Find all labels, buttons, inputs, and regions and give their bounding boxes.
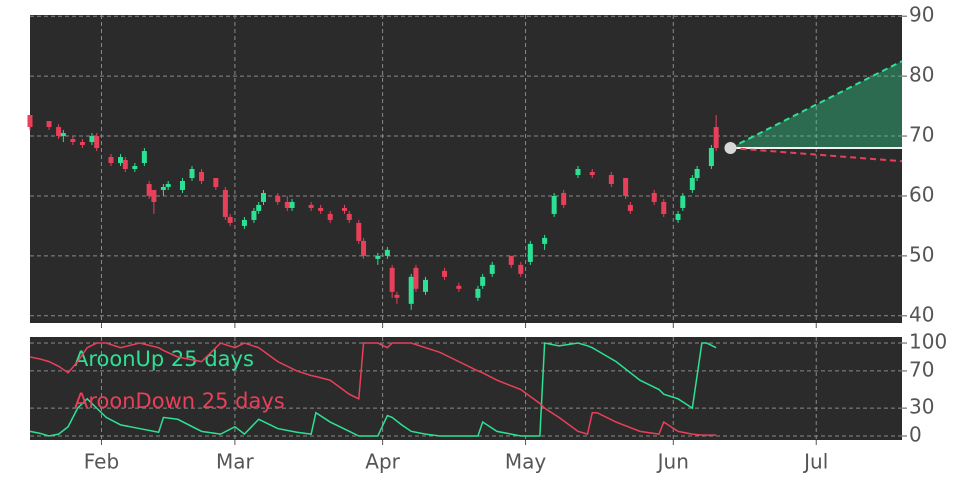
aroon-line — [29, 342, 717, 436]
candle-body — [213, 177, 219, 187]
candle-body — [713, 127, 719, 149]
candle-body — [227, 216, 233, 223]
candle-body — [318, 207, 324, 211]
candle-body — [146, 183, 152, 196]
projection-point — [724, 142, 737, 155]
y-tick-label: 70 — [909, 357, 934, 381]
candle-body — [308, 204, 314, 208]
x-tick-label: Jul — [802, 450, 828, 474]
candle-body — [260, 192, 266, 202]
aroon-panel — [30, 337, 902, 440]
candle-body — [122, 160, 128, 169]
candle-body — [251, 210, 257, 220]
candle-body — [689, 177, 695, 190]
projection-upper — [730, 60, 903, 149]
aroon-line — [29, 342, 717, 437]
y-tick-label: 80 — [909, 63, 934, 87]
candle-body — [480, 276, 486, 286]
candle-body — [489, 264, 495, 274]
candle-body — [361, 240, 367, 256]
candle-body — [222, 189, 228, 217]
candle-body — [627, 204, 633, 211]
candle-body — [89, 136, 95, 143]
candle-body — [413, 267, 419, 289]
candle-body — [132, 166, 138, 169]
y-tick-label: 90 — [909, 3, 934, 27]
projection-lower — [730, 147, 903, 163]
y-tick-label: 60 — [909, 182, 934, 206]
x-tick-label: Feb — [84, 450, 119, 474]
candle-body — [527, 243, 533, 262]
candle-body — [341, 207, 347, 211]
candle-body — [199, 171, 205, 181]
candle-body — [575, 169, 581, 175]
candle-body — [141, 151, 147, 164]
candle-body — [661, 201, 667, 214]
y-tick-label: 50 — [909, 242, 934, 266]
price-panel — [30, 15, 902, 323]
legend-entry: AroonDown 25 days — [74, 389, 285, 413]
candle-body — [165, 183, 171, 187]
candle-body — [508, 255, 514, 265]
candle-body — [623, 177, 629, 196]
candle-body — [608, 174, 614, 184]
candle-body — [289, 201, 295, 208]
candle-body — [589, 171, 595, 175]
candle-body — [94, 136, 100, 149]
candle-body — [394, 294, 400, 298]
candle-body — [675, 213, 681, 220]
candle-body — [327, 213, 333, 220]
candle-body — [189, 169, 195, 178]
candle-body — [542, 237, 548, 244]
y-tick-label: 0 — [909, 423, 922, 447]
x-tick-label: Mar — [216, 450, 255, 474]
candle-body — [160, 186, 166, 190]
candle-body — [561, 192, 567, 205]
candle-body — [408, 276, 414, 304]
candle-body — [46, 121, 52, 128]
x-tick-label: Jun — [656, 450, 689, 474]
y-tick-label: 40 — [909, 302, 934, 326]
candle-body — [241, 219, 247, 226]
y-tick-label: 30 — [909, 395, 934, 419]
candle-body — [694, 169, 700, 178]
candle-body — [27, 115, 33, 128]
candle-body — [60, 133, 66, 137]
candle-body — [475, 288, 481, 298]
candle-body — [70, 139, 76, 143]
candle-body — [442, 270, 448, 277]
candle-body — [284, 201, 290, 208]
candle-body — [708, 148, 714, 167]
candle-body — [56, 127, 62, 137]
candle-body — [179, 180, 185, 190]
candle-body — [151, 189, 157, 202]
projection-area — [730, 61, 902, 149]
candle-body — [275, 195, 281, 202]
candle-body — [346, 213, 352, 220]
candle-body — [79, 142, 85, 146]
candle-body — [118, 157, 124, 164]
candle-body — [389, 267, 395, 292]
candle-body — [422, 279, 428, 292]
candle-body — [256, 204, 262, 211]
candle-body — [456, 285, 462, 289]
candle-body — [651, 192, 657, 202]
candle-body — [551, 195, 557, 214]
y-tick-label: 100 — [909, 330, 947, 354]
candle-body — [518, 264, 524, 274]
x-tick-label: May — [505, 450, 547, 474]
candle-body — [375, 255, 381, 259]
x-tick-label: Apr — [365, 450, 400, 474]
candle-body — [680, 195, 686, 208]
y-tick-label: 70 — [909, 123, 934, 147]
candle-body — [384, 249, 390, 256]
candle-body — [356, 222, 362, 241]
candle-body — [108, 157, 114, 164]
